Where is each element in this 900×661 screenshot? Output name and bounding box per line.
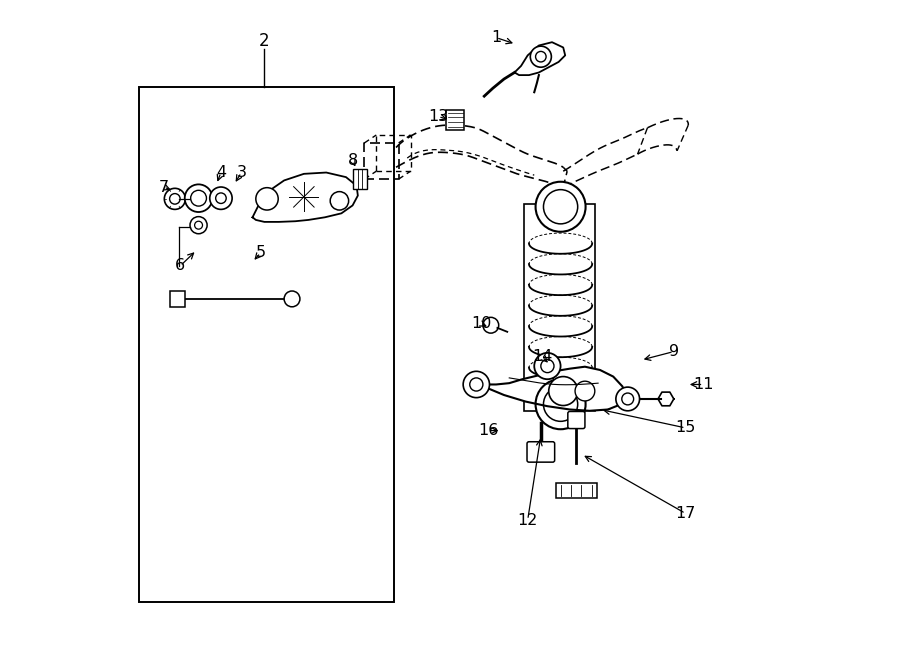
Circle shape [464,371,490,398]
Circle shape [536,379,586,429]
Text: 7: 7 [158,180,168,194]
Circle shape [216,193,226,204]
Circle shape [191,190,206,206]
FancyBboxPatch shape [527,442,554,462]
Text: 17: 17 [676,506,696,521]
Circle shape [544,387,578,421]
Circle shape [483,317,499,333]
Bar [170,291,184,307]
Text: 10: 10 [472,317,491,331]
Circle shape [190,217,207,234]
Bar [140,87,394,602]
Text: 6: 6 [176,258,185,274]
Circle shape [165,188,185,210]
Text: 11: 11 [693,377,714,392]
Text: 1: 1 [491,30,501,45]
Bar [353,169,367,189]
Circle shape [575,381,595,401]
Circle shape [544,190,578,224]
Circle shape [622,393,634,405]
Circle shape [470,378,483,391]
Text: 3: 3 [237,165,247,180]
Text: 15: 15 [676,420,696,436]
Text: 8: 8 [347,153,357,168]
Circle shape [616,387,640,410]
Circle shape [530,46,552,67]
Circle shape [256,188,278,210]
Text: 12: 12 [518,512,538,527]
Circle shape [210,187,232,210]
Text: 14: 14 [532,349,553,364]
Circle shape [184,184,212,212]
FancyBboxPatch shape [568,411,585,428]
Circle shape [169,194,180,204]
Polygon shape [253,173,358,222]
FancyBboxPatch shape [446,110,464,130]
Circle shape [536,182,586,232]
Circle shape [535,353,561,379]
Text: 13: 13 [428,109,448,124]
Text: 2: 2 [259,32,270,50]
Text: 16: 16 [478,423,499,438]
Polygon shape [476,367,626,410]
Circle shape [541,360,554,373]
Circle shape [549,377,578,406]
Circle shape [536,52,546,62]
Circle shape [330,192,348,210]
Bar [524,204,595,410]
Circle shape [194,221,202,229]
Polygon shape [515,42,565,75]
Text: 9: 9 [669,344,679,359]
Circle shape [284,291,300,307]
Text: 4: 4 [216,165,226,180]
Text: 5: 5 [256,245,266,260]
Bar [556,483,597,498]
